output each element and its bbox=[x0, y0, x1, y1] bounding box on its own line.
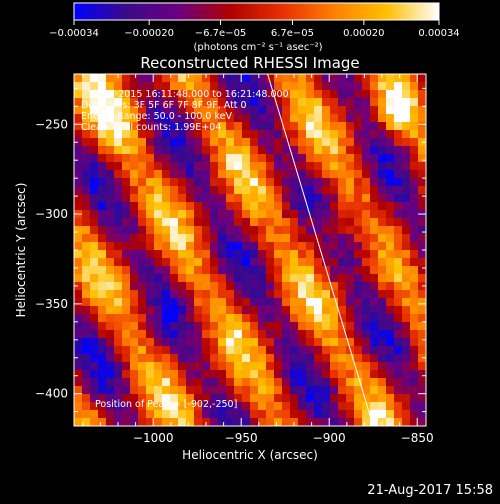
colorbar bbox=[73, 2, 440, 21]
colorbar-tick-label: 0.00020 bbox=[343, 28, 384, 39]
y-tick-label: −300 bbox=[35, 207, 68, 221]
annotation-line: 7-Mar-2015 16:11:48.000 to 16:21:48.000 bbox=[88, 89, 289, 100]
y-tick-label: −400 bbox=[35, 387, 68, 401]
x-tick-label: −950 bbox=[225, 431, 258, 445]
timestamp: 21-Aug-2017 15:58 bbox=[367, 483, 493, 498]
x-axis: −1000 −950 −900 −850 bbox=[82, 74, 434, 445]
x-tick-label: −1000 bbox=[133, 431, 174, 445]
colorbar-units: (photons cm⁻² s⁻¹ asec⁻²) bbox=[193, 42, 322, 53]
solar-limb-line bbox=[267, 73, 374, 427]
annotation-line: Detectors: 3F 5F 6F 7F 8F 9F, Att 0 bbox=[81, 100, 247, 111]
x-tick-label: −850 bbox=[401, 431, 434, 445]
y-tick-label: −250 bbox=[35, 117, 68, 131]
annotation-line: Clean Total counts: 1.99E+04 bbox=[81, 122, 221, 133]
colorbar-tick-label: 0.00034 bbox=[418, 28, 459, 39]
colorbar-tick-label: −0.00020 bbox=[124, 28, 174, 39]
chart-title: Reconstructed RHESSI Image bbox=[140, 54, 359, 72]
y-axis: −250 −300 −350 −400 bbox=[35, 87, 426, 413]
colorbar-tick-label: −6.7e−05 bbox=[195, 28, 247, 39]
colorbar-tick-label: 6.7e−05 bbox=[271, 28, 314, 39]
colorbar-tick-label: −0.00034 bbox=[49, 28, 99, 39]
colorbar-ticks: −0.00034 −0.00020 −6.7e−05 6.7e−05 0.00020 0.… bbox=[49, 20, 460, 39]
x-axis-label: Heliocentric X (arcsec) bbox=[182, 448, 318, 462]
annotation-block: 7-Mar-2015 16:11:48.000 to 16:21:48.000 … bbox=[81, 89, 289, 133]
y-tick-label: −350 bbox=[35, 297, 68, 311]
x-tick-label: −900 bbox=[313, 431, 346, 445]
y-axis-label: Heliocentric Y (arcsec) bbox=[14, 183, 28, 318]
peak-position: Position of Peak = [-902,-250] bbox=[95, 399, 237, 410]
annotation-line: Energy Range: 50.0 - 100.0 keV bbox=[81, 111, 232, 122]
